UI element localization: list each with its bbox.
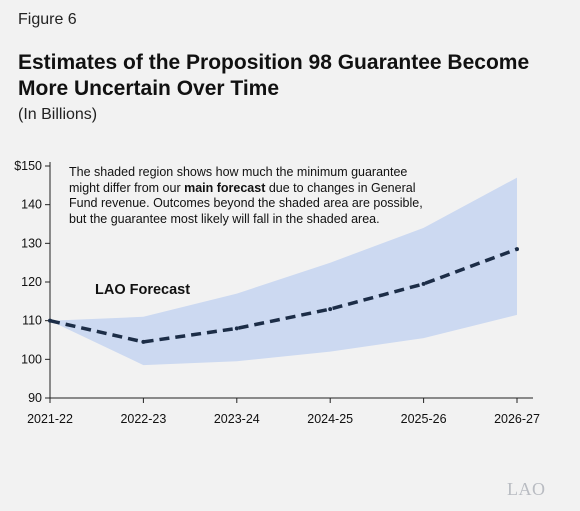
forecast-point xyxy=(141,339,146,344)
annotation-bold-text: main forecast xyxy=(184,180,266,195)
chart-title: Estimates of the Proposition 98 Guarante… xyxy=(18,51,530,100)
forecast-point xyxy=(515,247,519,252)
x-tick-label: 2024-25 xyxy=(307,412,353,426)
chart-subtitle: (In Billions) xyxy=(18,106,98,123)
annotation-text-1: The shaded region shows how much the min… xyxy=(69,165,408,195)
x-tick-label: 2021-22 xyxy=(27,412,73,426)
y-tick-label: 90 xyxy=(28,391,42,405)
y-tick-label: $150 xyxy=(14,159,42,173)
x-tick-label: 2023-24 xyxy=(214,412,260,426)
y-tick-label: 130 xyxy=(21,236,42,250)
forecast-point xyxy=(328,307,333,312)
annotation-text-2: due to changes in General Fund revenue. … xyxy=(69,180,423,226)
forecast-point xyxy=(421,281,426,286)
uncertainty-band xyxy=(50,177,517,366)
lao-logo: LAO xyxy=(507,479,546,499)
y-tick-label: 120 xyxy=(21,275,42,289)
x-tick-label: 2026-27 xyxy=(494,412,540,426)
forecast-point xyxy=(234,326,239,331)
y-tick-label: 100 xyxy=(21,352,42,366)
series-label-lao-forecast: LAO Forecast xyxy=(95,282,191,298)
forecast-point xyxy=(48,318,52,323)
x-tick-label: 2022-23 xyxy=(120,412,166,426)
chart-annotation: The shaded region shows how much the min… xyxy=(69,165,429,227)
x-tick-label: 2025-26 xyxy=(401,412,447,426)
figure-label: Figure 6 xyxy=(18,11,77,28)
y-tick-label: 140 xyxy=(21,198,42,212)
y-tick-label: 110 xyxy=(22,314,42,328)
